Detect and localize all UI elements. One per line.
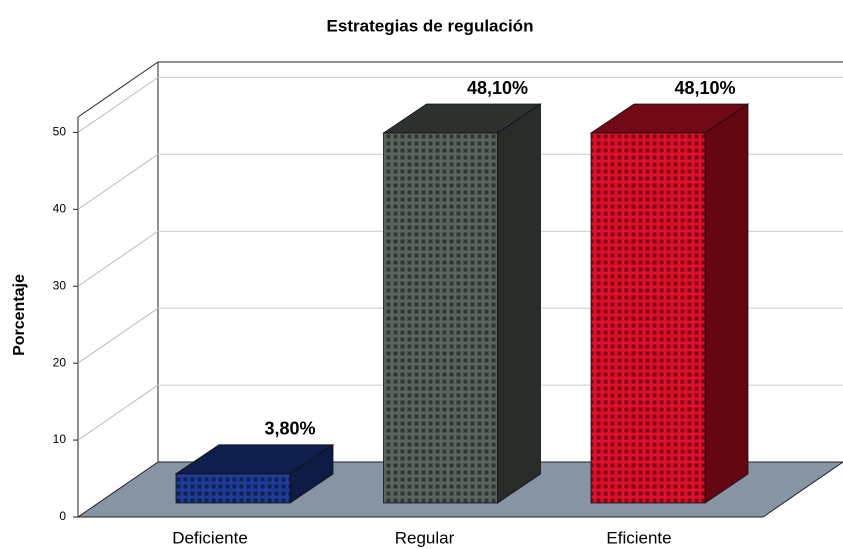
side-grid-line: [77, 76, 159, 133]
bar-side: [704, 103, 749, 504]
bar: [590, 132, 706, 504]
value-label: 48,10%: [467, 78, 528, 98]
side-grid-line: [77, 230, 159, 287]
y-tick-label: 20: [53, 355, 67, 369]
chart-title: Estrategias de regulación: [327, 16, 534, 35]
x-tick-label: Eficiente: [606, 528, 671, 547]
y-tick-label: 0: [59, 509, 66, 523]
side-grid-line: [77, 307, 159, 364]
bar: [175, 473, 291, 504]
y-axis-label: Porcentaje: [11, 274, 28, 356]
side-grid-line: [77, 153, 159, 210]
y-tick-label: 30: [53, 278, 67, 292]
bar: [383, 132, 498, 504]
x-tick-label: Deficiente: [172, 528, 248, 547]
y-tick-label: 40: [53, 201, 67, 215]
x-tick-label: Regular: [395, 528, 455, 547]
value-label: 48,10%: [674, 78, 735, 98]
side-grid-line: [77, 384, 159, 441]
bar-side: [497, 103, 541, 504]
y-tick-label: 10: [53, 432, 67, 446]
y-tick-label: 50: [53, 125, 67, 139]
side-wall-top: [77, 61, 159, 118]
value-label: 3,80%: [264, 419, 315, 439]
